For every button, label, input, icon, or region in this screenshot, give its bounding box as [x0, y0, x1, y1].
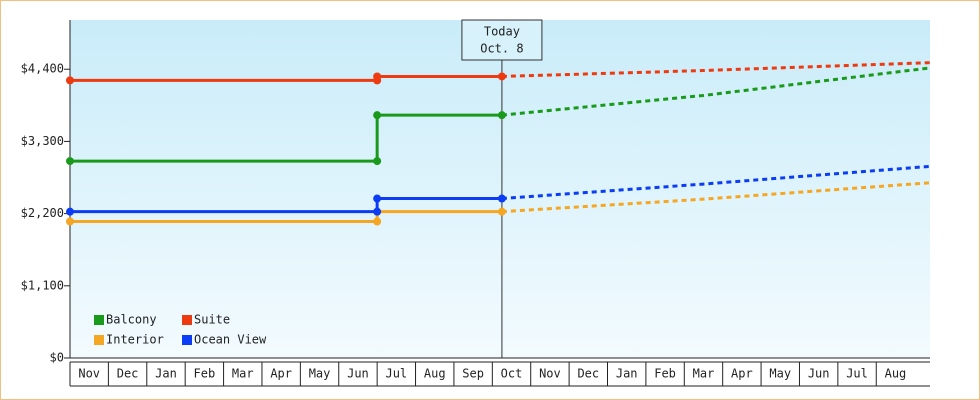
point	[373, 72, 382, 81]
point	[373, 207, 382, 216]
x-tick-label: Aug	[424, 367, 446, 381]
y-tick-label: $1,100	[21, 278, 64, 292]
layer: $0 $1,100 $2,200 $3,300 $4,400 Nov Dec Jan Feb Ma…	[21, 19, 931, 387]
series-line	[70, 113, 502, 163]
x-tick-label: Feb	[194, 367, 216, 381]
x-tick-label: Nov	[539, 367, 561, 381]
point	[497, 111, 506, 120]
x-tick-label: Apr	[731, 367, 753, 381]
legend-swatch	[182, 335, 192, 345]
x-tick-label: Jun	[808, 367, 830, 381]
legend-swatch	[182, 315, 192, 325]
point	[373, 111, 382, 120]
y-tick-label: $0	[50, 351, 64, 365]
point	[497, 194, 506, 203]
x-tick-label: Nov	[78, 367, 100, 381]
x-tick-label: Dec	[117, 367, 139, 381]
series-line	[70, 197, 502, 214]
x-tick-label: Sep	[462, 367, 484, 381]
x-tick-label: Jul	[846, 367, 868, 381]
x-tick-label: Jul	[385, 367, 407, 381]
x-tick-label: Jun	[347, 367, 369, 381]
legend-swatch	[94, 335, 104, 345]
point	[373, 217, 382, 226]
x-tick-label: Oct	[501, 367, 523, 381]
point	[497, 72, 506, 81]
point	[497, 207, 506, 216]
x-tick-label: Mar	[693, 367, 715, 381]
x-tick-label: Dec	[577, 367, 599, 381]
legend-label: Balcony	[106, 313, 157, 327]
y-tick-label: $2,200	[21, 206, 64, 220]
x-tick-label: Mar	[232, 367, 254, 381]
x-tick-label: Jan	[155, 367, 177, 381]
x-tick-label: Aug	[885, 367, 907, 381]
point	[66, 217, 74, 226]
y-tick-label: $3,300	[21, 134, 64, 148]
series-forecast-line	[501, 181, 931, 214]
plot-area	[70, 20, 930, 358]
legend-swatch	[94, 315, 104, 325]
annotation-text: Oct. 8	[480, 42, 523, 56]
point	[66, 157, 74, 166]
y-tick-label: $4,400	[21, 62, 64, 76]
point	[373, 157, 382, 166]
x-tick-label: May	[309, 367, 331, 381]
annotation-box	[461, 19, 543, 61]
point	[66, 207, 74, 216]
series-forecast-line	[501, 66, 931, 117]
x-tick-label: Apr	[270, 367, 292, 381]
x-tick-label: May	[769, 367, 791, 381]
legend-label: Interior	[106, 333, 164, 347]
legend-label: Suite	[194, 313, 230, 327]
x-tick-label: Feb	[654, 367, 676, 381]
annotation-text: Today	[484, 25, 520, 39]
x-tick-label: Jan	[616, 367, 638, 381]
point	[373, 194, 382, 203]
series-forecast-line	[501, 164, 931, 201]
series-forecast-line	[501, 61, 931, 78]
point	[66, 76, 74, 85]
legend-label: Ocean View	[194, 333, 267, 347]
series-line	[70, 210, 502, 223]
